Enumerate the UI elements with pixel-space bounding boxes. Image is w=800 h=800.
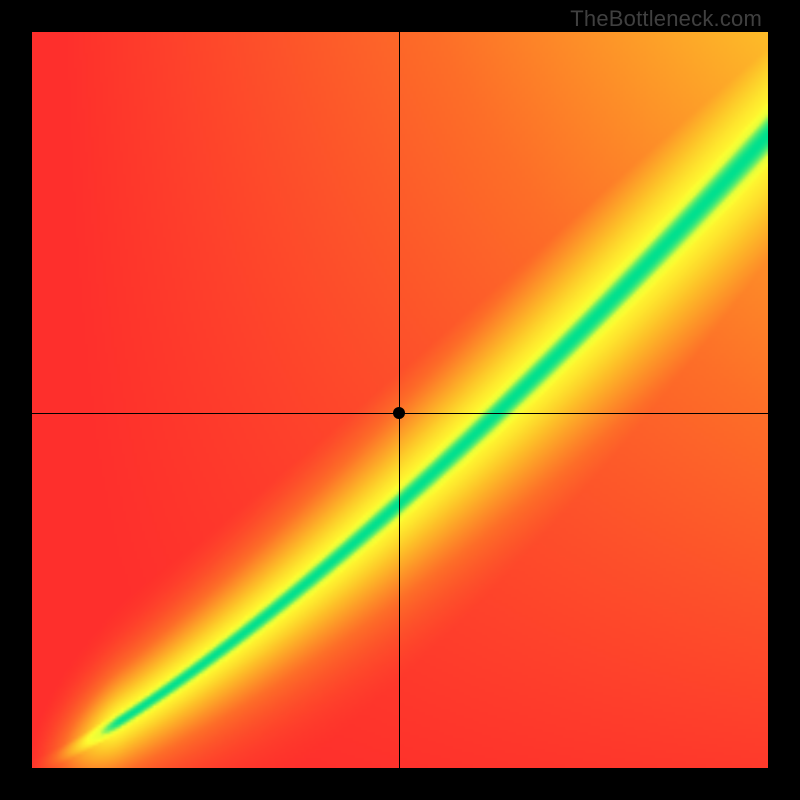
watermark-text: TheBottleneck.com [570,6,762,32]
selection-marker [393,407,405,419]
crosshair-vertical [399,32,400,768]
bottleneck-heatmap [32,32,768,768]
